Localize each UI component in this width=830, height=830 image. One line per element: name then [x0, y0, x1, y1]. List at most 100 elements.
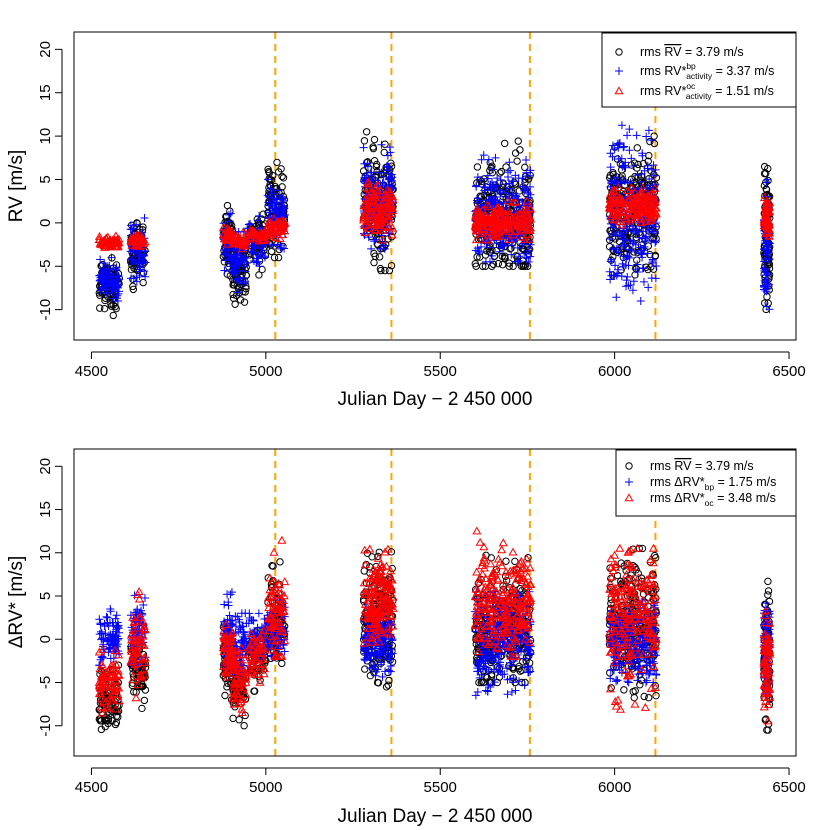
data-point: [627, 154, 636, 163]
data-point: [516, 146, 524, 154]
data-point: [384, 222, 394, 231]
data-point: [521, 163, 529, 172]
data-point: [629, 162, 638, 171]
data-point: [514, 137, 522, 145]
data-point: [239, 287, 247, 296]
data-point: [240, 279, 249, 288]
data-point: [646, 215, 656, 224]
data-point: [113, 296, 122, 305]
data-point: [764, 176, 772, 185]
data-point: [129, 275, 137, 283]
data-point: [613, 183, 624, 192]
data-point: [370, 214, 380, 223]
data-point: [112, 265, 121, 274]
data-point: [273, 186, 282, 195]
data-point: [505, 262, 513, 270]
data-point: [500, 224, 510, 233]
data-point: [382, 162, 391, 171]
data-point: [387, 159, 395, 167]
data-point: [764, 202, 774, 211]
data-point: [628, 286, 637, 295]
data-point: [101, 285, 110, 294]
data-point: [502, 576, 511, 585]
data-point: [607, 196, 617, 205]
data-point: [247, 245, 256, 254]
data-point: [112, 281, 121, 290]
data-point: [526, 190, 535, 199]
data-point: [631, 195, 641, 204]
data-point: [361, 219, 371, 228]
data-point: [114, 713, 122, 721]
data-point: [275, 219, 285, 228]
data-point: [613, 228, 622, 237]
data-point: [522, 196, 532, 205]
data-point: [499, 199, 508, 208]
data-point: [763, 175, 772, 184]
data-point: [481, 257, 490, 266]
data-point: [487, 209, 498, 218]
data-point: [493, 174, 502, 183]
legend-marker: [615, 67, 623, 75]
data-point: [638, 264, 647, 273]
data-point: [760, 169, 769, 178]
data-point: [503, 196, 513, 205]
data-point: [224, 601, 233, 610]
data-point: [652, 237, 661, 246]
data-point: [764, 230, 774, 239]
data-point: [620, 142, 629, 151]
data-point: [371, 252, 379, 260]
data-point: [377, 266, 385, 275]
data-point: [219, 222, 229, 231]
data-point: [221, 691, 229, 700]
data-point: [254, 254, 263, 263]
data-point: [764, 218, 774, 227]
x-tick-label: 6000: [598, 363, 631, 380]
data-point: [471, 235, 481, 244]
data-points-bottom: [94, 526, 775, 734]
data-point: [387, 176, 396, 185]
legend-marker: [614, 86, 624, 95]
data-point: [271, 232, 281, 241]
data-point: [621, 282, 630, 291]
data-point: [367, 244, 376, 253]
data-point: [519, 204, 529, 213]
data-point: [112, 611, 121, 620]
data-point: [131, 256, 140, 265]
data-point: [637, 218, 647, 227]
data-point: [762, 302, 771, 311]
legend-label: rms RV*bp activity = 3.37 m/s: [640, 61, 774, 81]
data-point: [238, 227, 248, 236]
data-point: [384, 235, 392, 243]
data-point: [608, 152, 617, 161]
data-point: [365, 210, 376, 219]
data-point: [513, 257, 522, 266]
data-point: [112, 712, 121, 720]
data-point: [764, 255, 773, 264]
data-point: [126, 221, 135, 230]
data-point: [641, 205, 652, 214]
data-point: [619, 161, 628, 170]
y-tick-label: 10: [37, 128, 54, 145]
data-point: [130, 688, 138, 696]
data-point: [645, 225, 654, 234]
data-point: [759, 192, 770, 201]
data-point: [267, 228, 277, 237]
data-point: [128, 225, 137, 234]
data-point: [485, 243, 494, 252]
data-point: [278, 172, 286, 181]
y-tick-label: -10: [37, 299, 54, 321]
data-point: [103, 289, 112, 298]
data-point: [761, 265, 770, 274]
data-point: [524, 234, 535, 243]
y-tick-label: 5: [37, 175, 54, 183]
data-point: [372, 162, 381, 171]
data-point: [250, 229, 260, 238]
data-point: [488, 262, 496, 270]
data-point: [760, 266, 769, 275]
data-point: [227, 588, 236, 597]
data-point: [223, 201, 232, 210]
data-point: [526, 252, 535, 261]
data-point: [638, 250, 647, 259]
data-point: [359, 213, 369, 222]
